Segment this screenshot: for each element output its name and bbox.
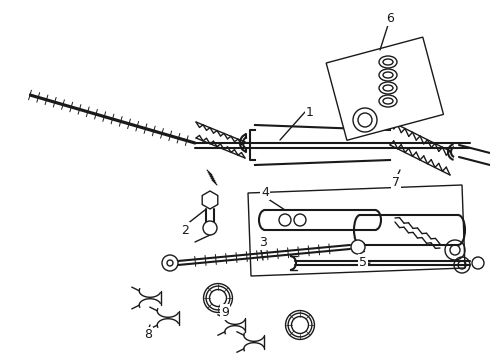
Circle shape [472,257,484,269]
Text: 3: 3 [259,235,267,248]
Text: 1: 1 [306,105,314,118]
Polygon shape [248,185,465,276]
Bar [326,37,443,140]
Circle shape [203,221,217,235]
Ellipse shape [379,56,397,68]
Polygon shape [202,191,218,209]
Text: 7: 7 [392,175,400,189]
Circle shape [358,113,372,127]
Ellipse shape [379,69,397,81]
Text: 2: 2 [181,224,189,237]
Text: 9: 9 [221,306,229,319]
Circle shape [162,255,178,271]
Text: 8: 8 [144,328,152,342]
Ellipse shape [379,82,397,94]
Ellipse shape [383,85,393,91]
Text: 5: 5 [359,256,367,269]
Circle shape [353,108,377,132]
Circle shape [351,240,365,254]
Text: 6: 6 [386,12,394,24]
Ellipse shape [379,95,397,107]
Ellipse shape [383,72,393,78]
Text: 4: 4 [261,185,269,198]
Ellipse shape [383,59,393,65]
Ellipse shape [383,98,393,104]
